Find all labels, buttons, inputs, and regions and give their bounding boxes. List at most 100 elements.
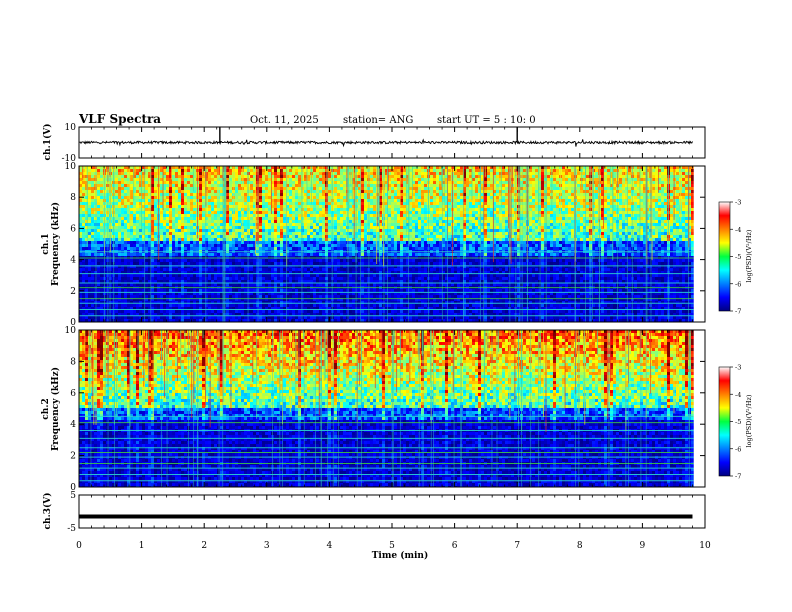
spec-cell (316, 280, 319, 283)
spec-cell (277, 229, 280, 232)
spec-cell (181, 244, 184, 247)
spec-cell (97, 169, 100, 172)
spec-cell (259, 175, 262, 178)
spec-cell (283, 178, 286, 181)
spec-cell (118, 208, 121, 211)
spec-cell (316, 292, 319, 295)
spec-cell (181, 253, 184, 256)
spec-cell (190, 196, 193, 199)
spec-cell (106, 202, 109, 205)
spec-cell (181, 235, 184, 238)
spec-cell (136, 319, 139, 322)
spec-cell (295, 319, 298, 322)
spec-cell (253, 220, 256, 223)
spec-cell (130, 235, 133, 238)
spec-cell (319, 205, 322, 208)
spec-cell (142, 169, 145, 172)
spec-cell (169, 262, 172, 265)
spec-cell (127, 313, 130, 316)
spec-cell (88, 310, 91, 313)
spec-cell (274, 202, 277, 205)
spec-cell (250, 193, 253, 196)
spec-cell (307, 313, 310, 316)
spec-cell (220, 202, 223, 205)
spec-cell (226, 178, 229, 181)
spec-cell (304, 304, 307, 307)
spec-cell (124, 301, 127, 304)
spec-cell (154, 190, 157, 193)
spec-cell (184, 298, 187, 301)
spec-cell (235, 241, 238, 244)
spec-cell (238, 187, 241, 190)
spec-cell (280, 196, 283, 199)
spec-cell (199, 256, 202, 259)
spec-cell (202, 298, 205, 301)
spec-cell (274, 208, 277, 211)
spec-cell (208, 313, 211, 316)
spec-cell (208, 283, 211, 286)
spec-cell (334, 208, 337, 211)
spec-cell (319, 244, 322, 247)
spec-cell (190, 241, 193, 244)
spec-cell (82, 172, 85, 175)
spec-cell (235, 274, 238, 277)
spec-cell (208, 232, 211, 235)
spec-cell (85, 169, 88, 172)
spec-cell (130, 268, 133, 271)
spec-cell (169, 265, 172, 268)
spec-cell (202, 238, 205, 241)
spec-cell (238, 223, 241, 226)
spec-cell (337, 304, 340, 307)
spec-cell (313, 196, 316, 199)
spec-cell (337, 196, 340, 199)
spec-cell (88, 166, 91, 169)
spec-cell (349, 253, 352, 256)
spec-cell (280, 235, 283, 238)
spec-cell (358, 244, 361, 247)
spec-cell (163, 193, 166, 196)
spec-cell (274, 316, 277, 319)
spec-cell (91, 187, 94, 190)
spec-cell (283, 289, 286, 292)
spec-cell (259, 268, 262, 271)
spec-cell (211, 268, 214, 271)
spec-cell (124, 172, 127, 175)
spec-cell (163, 220, 166, 223)
spec-cell (133, 169, 136, 172)
spec-cell (94, 193, 97, 196)
spec-cell (292, 190, 295, 193)
spec-cell (172, 190, 175, 193)
spec-cell (214, 211, 217, 214)
spec-cell (220, 229, 223, 232)
spec-cell (91, 259, 94, 262)
spec-cell (292, 310, 295, 313)
spec-cell (256, 283, 259, 286)
spec-cell (253, 202, 256, 205)
spec-cell (283, 244, 286, 247)
spec-cell (349, 241, 352, 244)
spec-cell (322, 175, 325, 178)
spec-cell (250, 238, 253, 241)
spec-cell (91, 175, 94, 178)
spec-cell (268, 238, 271, 241)
spec-cell (142, 211, 145, 214)
spec-cell (130, 253, 133, 256)
spec-cell (121, 259, 124, 262)
spec-cell (349, 304, 352, 307)
spec-cell (145, 313, 148, 316)
spec-cell (79, 262, 82, 265)
spec-cell (307, 316, 310, 319)
spec-cell (82, 175, 85, 178)
spec-cell (127, 241, 130, 244)
spec-cell (187, 292, 190, 295)
spec-cell (106, 226, 109, 229)
spec-cell (133, 166, 136, 169)
spec-cell (241, 241, 244, 244)
spec-cell (121, 301, 124, 304)
spec-cell (193, 271, 196, 274)
spec-cell (184, 190, 187, 193)
spec-cell (97, 226, 100, 229)
spec-cell (190, 199, 193, 202)
spec-cell (298, 244, 301, 247)
spec-cell (94, 271, 97, 274)
